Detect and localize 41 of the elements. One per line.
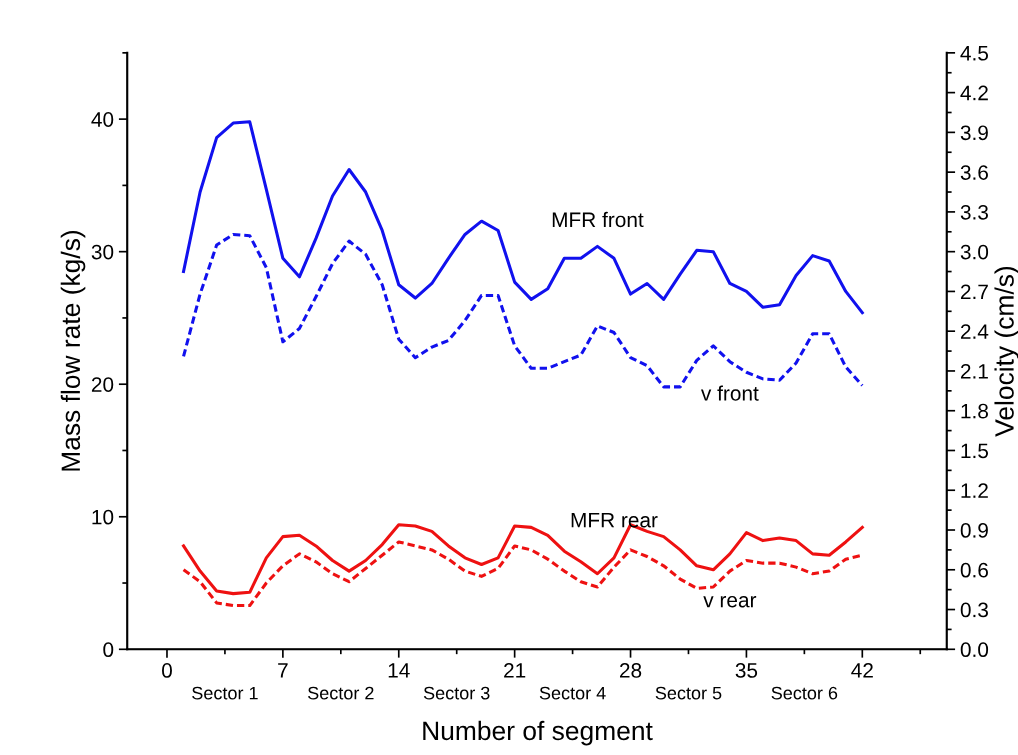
- x-tick-label: 28: [620, 663, 642, 678]
- y2-tick-label: 1.5: [961, 443, 989, 459]
- series-label: v rear: [703, 596, 757, 608]
- y2-tick-label: 2.1: [960, 363, 988, 379]
- y2-tick-label: 0.6: [960, 562, 988, 578]
- y2-tick-label: 3.6: [960, 165, 988, 180]
- series-label: MFR rear: [571, 512, 658, 528]
- x-tick-label: 42: [851, 663, 873, 678]
- y2-tick-label: 1.8: [961, 403, 988, 419]
- y-tick-label: 30: [91, 244, 114, 260]
- y2-tick-label: 0.9: [960, 523, 988, 538]
- y2-tick-label: 2.4: [960, 324, 989, 339]
- y-tick-label: 10: [92, 509, 114, 525]
- line-series: [182, 120, 864, 315]
- y2-tick-label: 4.2: [960, 85, 988, 101]
- y2-tick-label: 3.0: [960, 244, 989, 260]
- text: Sector 5: [655, 686, 722, 700]
- text: Sector 1: [192, 686, 258, 700]
- text: Sector 4: [539, 686, 606, 700]
- y2-tick-label: 3.9: [960, 125, 988, 141]
- text: Sector 3: [423, 686, 490, 700]
- text: Sector 6: [771, 686, 838, 700]
- y-tick-label: 40: [91, 112, 114, 127]
- series-label: MFR front: [552, 211, 644, 228]
- y-axis-title: Mass flow rate (kg/s): [60, 231, 86, 471]
- y2-tick-label: 0.0: [960, 642, 989, 658]
- series-label: v front: [700, 385, 759, 401]
- y2-tick-label: 3.3: [960, 204, 988, 220]
- text: Sector 2: [308, 686, 374, 700]
- y-tick-label: 20: [91, 377, 114, 392]
- x-tick-label: 21: [504, 663, 526, 678]
- y2-tick-label: 4.5: [960, 46, 989, 61]
- y2-tick-label: 1.2: [961, 483, 988, 498]
- x-tick-label: 14: [388, 663, 410, 678]
- x-axis-title: Number of segment: [423, 720, 653, 746]
- y2-tick-label: 0.3: [960, 602, 988, 618]
- x-tick-label: 0: [162, 663, 172, 678]
- x-tick-label: 7: [278, 663, 288, 678]
- y2-tick-label: 2.7: [960, 284, 988, 299]
- x-tick-label: 35: [735, 663, 758, 678]
- y-tick-label: 0: [103, 642, 114, 658]
